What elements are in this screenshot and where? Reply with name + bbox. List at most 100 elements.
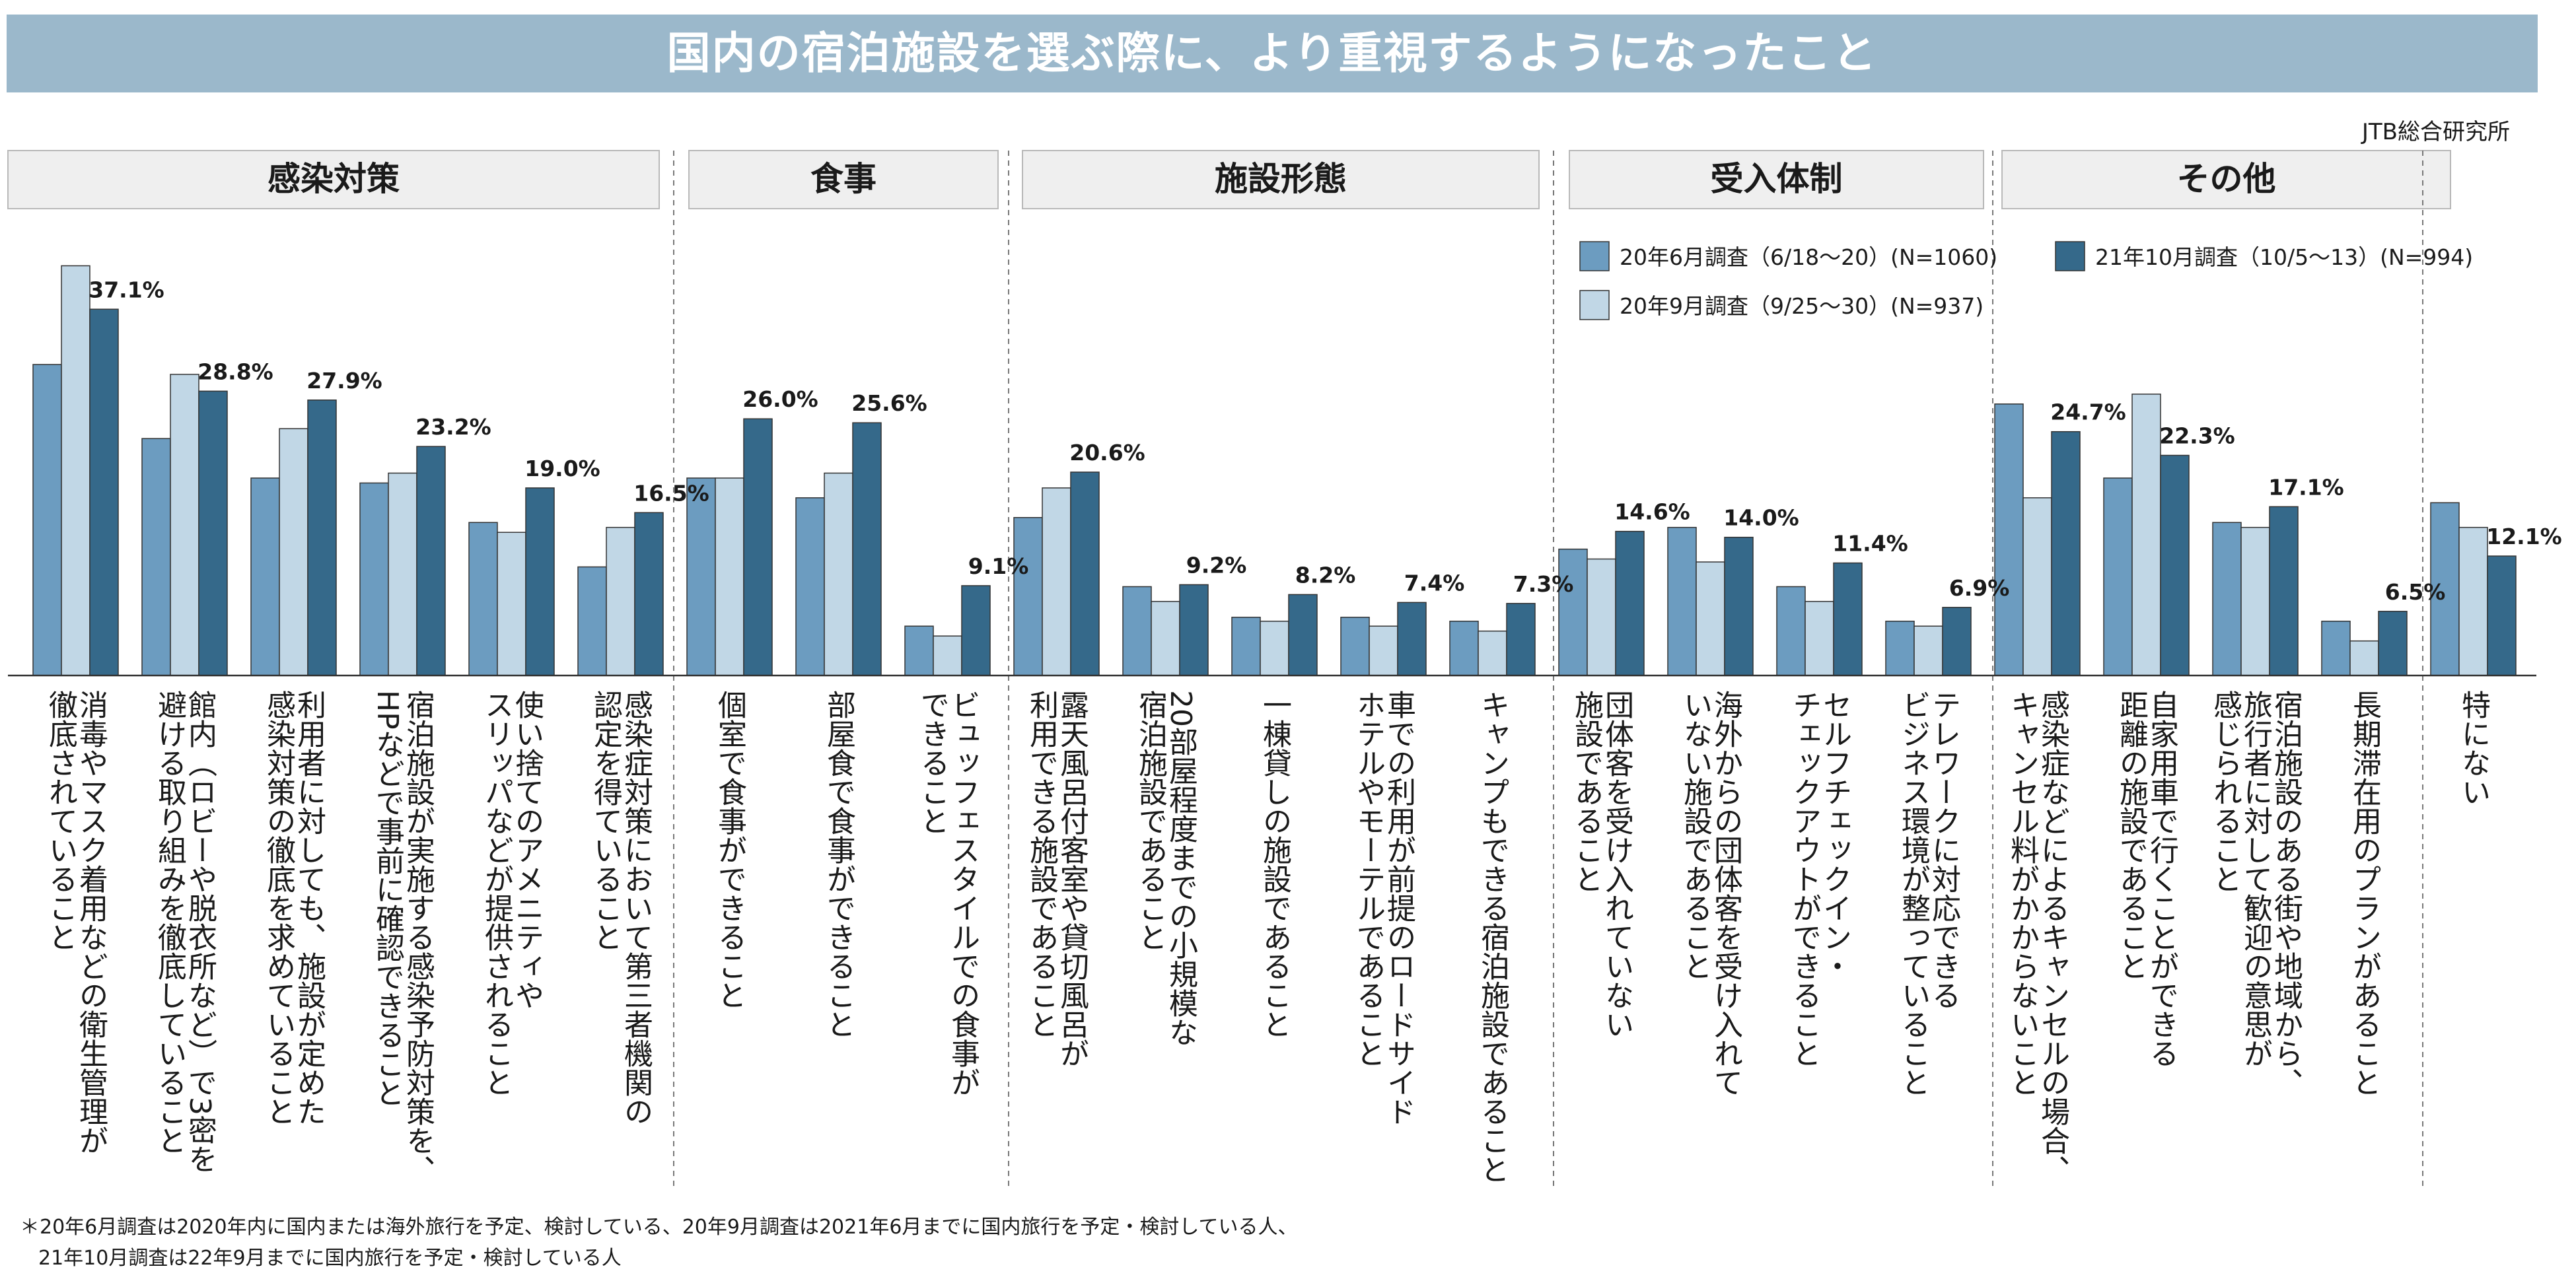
group-header-box [2001,150,2451,209]
data-label: 25.6% [851,390,927,416]
bar-sep [497,532,526,676]
category-label: 感染症対策において第三者機関の [619,690,653,1126]
category-label: 利用者に対しても、施設が定めた [292,690,326,1126]
category-label: 宿泊施設であること [1133,690,1167,952]
category-label: できること [915,690,949,835]
category-label: 長期滞在用のプランがあること [2347,690,2381,1097]
category-label: 一棟貸しの施設であること [1258,690,1291,1039]
legend-label-sep: 20年9月調査（9/25～30）(N=937) [1620,293,1984,319]
data-label: 14.6% [1614,499,1690,525]
data-label: 6.5% [2385,579,2446,605]
data-label: 16.5% [633,480,709,506]
bar-jun [1231,617,1261,676]
category-label: 海外からの団体客を受け入れて [1709,690,1742,1097]
bar-oct [2487,555,2517,676]
bar-jun [2430,502,2460,676]
legend-swatch-sep [1579,290,1610,320]
bar-sep [2458,526,2488,676]
category-label: 個室で食事ができること [713,690,747,1010]
legend-label-jun: 20年6月調査（6/18～20）(N=1060) [1620,244,1997,270]
bar-oct [1833,562,1863,676]
bar-jun [250,477,280,676]
data-label: 9.2% [1186,552,1247,578]
bar-jun [1122,586,1152,676]
bar-jun [1667,526,1697,676]
group-header-label: 施設形態 [1215,160,1347,198]
data-label: 22.3% [2159,423,2235,449]
category-label: 感じられること [2208,690,2242,893]
bar-oct [1288,594,1318,676]
data-label: 12.1% [2486,524,2562,549]
category-label: キャンプもできる宿泊施設であること [1476,690,1509,1184]
data-label: 7.3% [1513,571,1574,597]
category-label: 館内（ロビーや脱衣所など）で3密を [183,690,217,1173]
category-label: 露天風呂付客室や貸切風呂が [1055,690,1089,1068]
bar-sep [1805,601,1834,676]
bar-sep [1478,630,1507,676]
data-label: 7.4% [1404,570,1465,596]
category-label: 徹底されていること [44,690,78,952]
bar-jun [1558,548,1588,676]
bar-sep [1042,487,1071,676]
data-label: 26.0% [742,386,818,412]
category-label: 感染症などによるキャンセルの場合、 [2036,690,2069,1184]
bar-sep [1369,625,1398,676]
bar-oct [416,446,446,676]
bar-oct [743,418,773,676]
bar-sep [2131,394,2161,676]
data-label: 24.7% [2050,399,2126,425]
group-header-box [1569,150,1984,209]
category-label: 施設であること [1569,690,1603,893]
category-label: 20部屋程度までの小規模な [1164,690,1198,1047]
category-label: 宿泊施設が実施する感染予防対策を、 [401,690,435,1184]
data-label: 14.0% [1723,505,1799,531]
group-header-label: 食事 [810,160,877,198]
bar-jun [468,522,498,676]
bar-sep [933,635,962,676]
bar-sep [1151,601,1180,676]
category-label: 車での利用が前提のロードサイド [1382,690,1415,1126]
category-label: 旅行者に対して歓迎の意思が [2238,690,2272,1068]
bar-sep [606,526,635,676]
bar-sep [2240,526,2270,676]
bar-oct [2269,506,2299,676]
bar-jun [141,438,171,676]
category-label: 部屋食で食事ができること [822,690,855,1039]
source-label: JTB総合研究所 [2361,119,2510,145]
category-label: 距離の施設であること [2114,690,2148,981]
bar-oct [852,422,882,676]
bar-jun [904,625,934,676]
category-label: 消毒やマスク着用などの衛生管理が [74,690,108,1155]
chart-title: 国内の宿泊施設を選ぶ際に、より重視するようになったこと [666,28,1878,79]
category-label: ビュッフェスタイルでの食事が [946,690,980,1097]
category-label: キャンセル料がかからないこと [2005,690,2039,1097]
data-label: 27.9% [306,368,382,394]
bar-oct [1615,530,1645,676]
data-label: 17.1% [2268,474,2344,500]
data-label: 37.1% [89,277,164,302]
category-label: 団体客を受け入れていない [1600,690,1633,1039]
bar-oct [1506,603,1536,676]
bar-sep [2349,640,2379,676]
bar-oct [1397,602,1427,676]
bar-oct [307,399,337,676]
category-label: HPなどで事前に確認できること [371,690,404,1107]
bar-sep [1696,561,1725,676]
bar-jun [2103,477,2133,676]
bar-oct [1070,471,1100,676]
category-label: 避ける取り組みを徹底していること [153,690,187,1155]
category-label: スリッパなどが提供されること [480,690,514,1097]
bar-jun [32,364,62,676]
category-label: ホテルやモーテルであること [1351,690,1385,1068]
bar-jun [1013,517,1043,676]
category-label: 宿泊施設のある街や地域から、 [2269,690,2303,1097]
category-label: 認定を得ていること [589,690,623,952]
bar-oct [961,585,991,676]
data-label: 9.1% [968,553,1029,579]
category-label: いない施設であること [1678,690,1712,981]
bar-oct [634,512,664,676]
bar-jun [359,482,389,676]
bar-sep [715,477,744,676]
bar-oct [1942,607,1972,676]
